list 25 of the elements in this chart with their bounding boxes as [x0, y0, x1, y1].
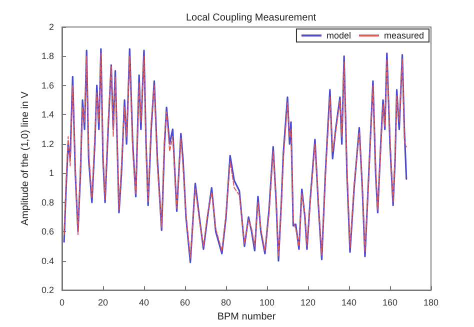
y-tick-label: 0.2	[41, 285, 54, 296]
x-tick-label: 100	[259, 298, 275, 308]
x-tick-label: 0	[59, 298, 65, 308]
y-tick-label: 1.6	[41, 80, 54, 90]
chart-title: Local Coupling Measurement	[186, 12, 316, 24]
legend-label: model	[326, 30, 351, 40]
y-axis-title: Amplitude of the (1,0) line in V	[20, 91, 32, 226]
y-tick-label: 1.2	[41, 138, 54, 149]
x-tick-label: 80	[220, 298, 232, 308]
x-tick-label: 60	[180, 298, 190, 308]
y-tick-label: 0.8	[41, 197, 54, 208]
x-axis-title: BPM number	[217, 312, 276, 322]
y-tick-label: 2	[48, 22, 54, 32]
x-tick-label: 40	[138, 298, 150, 308]
y-tick-label: 1.4	[41, 110, 54, 120]
x-tick-label: 140	[341, 298, 357, 308]
x-tick-label: 180	[423, 298, 439, 308]
y-tick-label: 1.8	[41, 51, 54, 62]
y-tick-label: 0.6	[41, 226, 54, 237]
y-tick-label: 0.4	[41, 256, 54, 266]
x-tick-label: 120	[300, 298, 316, 308]
x-tick-label: 20	[98, 298, 108, 308]
x-tick-label: 160	[382, 298, 398, 308]
legend-label: measured	[384, 30, 424, 40]
y-tick-label: 1	[48, 168, 54, 178]
